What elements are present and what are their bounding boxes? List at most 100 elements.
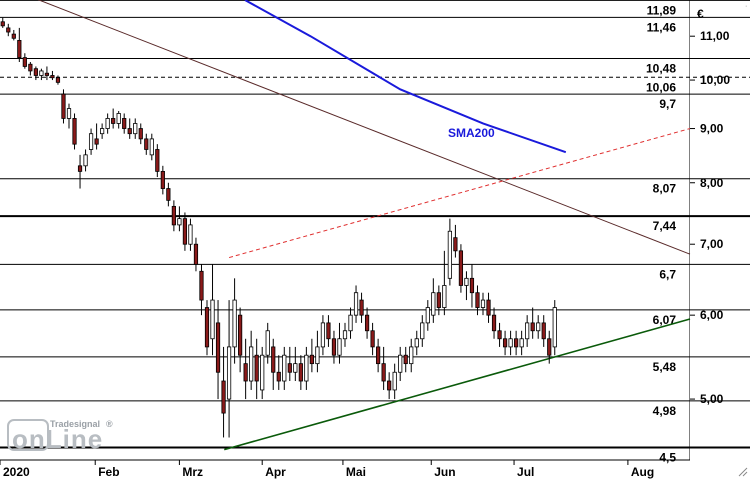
level-label-2: 10,48	[646, 61, 676, 75]
candle-14	[77, 154, 83, 189]
candle-58	[320, 315, 326, 356]
candle-15	[83, 149, 88, 172]
candle-72	[398, 346, 403, 382]
sma200-layer	[244, 0, 567, 154]
candle-69	[381, 346, 386, 390]
level-label-8: 6,07	[653, 313, 677, 327]
candle-89	[491, 307, 497, 339]
candle-5	[28, 62, 33, 76]
candle-4	[22, 53, 27, 69]
candle-19	[105, 113, 110, 134]
candle-91	[502, 330, 508, 356]
candle-18	[100, 123, 105, 139]
candle-57	[315, 330, 320, 373]
candle-64	[353, 285, 359, 323]
candle-27	[149, 133, 154, 161]
level-label-6: 7,44	[653, 219, 677, 233]
candle-1	[6, 23, 11, 37]
x-tick-label-4: Mai	[346, 465, 366, 479]
candle-66	[364, 307, 370, 339]
candle-23	[127, 118, 132, 139]
level-label-11: 4,5	[659, 451, 676, 465]
candle-76	[420, 315, 425, 347]
candle-63	[348, 307, 353, 339]
x-tick-label-5: Jun	[434, 465, 455, 479]
candle-16	[88, 128, 94, 155]
candle-99	[547, 330, 552, 364]
level-label-1: 11,46	[647, 20, 677, 34]
tradesignal-online-logo: Tradesignal ® onLine	[7, 419, 113, 454]
sma200-line	[244, 0, 567, 154]
plot-area	[0, 0, 690, 460]
candle-28	[155, 144, 160, 178]
candle-36	[199, 264, 204, 316]
candle-26	[144, 133, 149, 155]
candle-88	[486, 292, 491, 323]
candle-62	[342, 322, 348, 347]
candle-21	[116, 110, 121, 129]
candle-40	[221, 346, 226, 438]
candle-98	[541, 315, 546, 347]
level-label-0: 11,89	[647, 3, 677, 17]
x-tick-label-2: Mrz	[182, 465, 203, 479]
candle-65	[359, 292, 364, 323]
candle-20	[111, 108, 116, 129]
candle-93	[514, 330, 519, 356]
y-tick-label-2: 9,00	[700, 122, 724, 136]
x-tick-label-0: 2020	[3, 465, 30, 479]
candle-33	[182, 212, 188, 251]
candle-12	[66, 103, 72, 129]
candle-77	[425, 300, 430, 331]
level-label-4: 9,7	[659, 97, 676, 111]
candle-3	[17, 27, 22, 63]
candle-51	[282, 346, 287, 390]
level-label-9: 5,48	[653, 360, 677, 374]
y-tick-label-6: 5,00	[700, 392, 724, 406]
candle-60	[331, 330, 337, 364]
candle-34	[188, 218, 193, 251]
candle-9	[50, 70, 55, 81]
candle-39	[215, 300, 221, 400]
candle-92	[508, 330, 513, 356]
svg-text:onLine: onLine	[12, 424, 103, 454]
candle-95	[525, 315, 530, 347]
candle-68	[376, 338, 381, 373]
candle-78	[431, 278, 436, 323]
candle-38	[210, 264, 215, 356]
trendline-support-uptrend	[224, 318, 691, 451]
candle-24	[133, 118, 138, 139]
candle-30	[166, 182, 171, 207]
candle-73	[403, 346, 408, 373]
currency-label: €	[697, 7, 704, 21]
candle-94	[519, 330, 524, 356]
level-label-7: 6,7	[659, 267, 676, 281]
y-tick-label-5: 6,00	[700, 308, 724, 322]
x-axis-ticks: 2020 Feb Mrz Apr Mai Jun Jul Aug	[0, 460, 654, 479]
candlesticks	[0, 17, 557, 438]
candle-67	[370, 322, 375, 356]
candle-97	[536, 315, 541, 339]
candle-0	[0, 17, 5, 28]
candle-74	[409, 338, 414, 373]
x-tick-label-1: Feb	[98, 465, 119, 479]
candle-84	[464, 271, 469, 301]
resize-grip-icon[interactable]	[738, 467, 748, 477]
candle-29	[160, 165, 165, 195]
candle-46	[254, 338, 259, 400]
candle-31	[171, 200, 176, 232]
candle-83	[458, 244, 464, 293]
candle-59	[326, 315, 331, 347]
candle-82	[453, 224, 458, 258]
candle-81	[447, 218, 452, 286]
y-tick-label-1: 10,00	[700, 73, 730, 87]
candle-56	[309, 338, 314, 373]
candle-11	[61, 89, 66, 124]
candle-53	[293, 346, 298, 382]
x-tick-label-7: Aug	[631, 465, 654, 479]
y-tick-label-3: 8,00	[700, 176, 724, 190]
candle-44	[243, 338, 248, 400]
candle-49	[271, 338, 276, 390]
candle-75	[414, 330, 419, 356]
corner-mark-top: ·	[745, 3, 747, 10]
